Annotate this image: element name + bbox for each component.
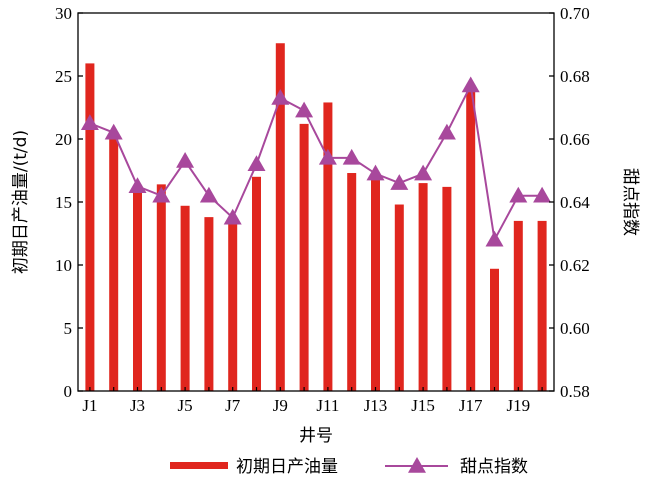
x-tick-label: J13 — [364, 396, 388, 415]
x-tick-label: J3 — [130, 396, 145, 415]
bar-J17 — [466, 88, 476, 391]
line-point-J3 — [128, 177, 147, 193]
y-left-tick-label: 5 — [64, 319, 73, 338]
sweet-spot-line — [89, 82, 543, 243]
line-point-J17 — [461, 76, 480, 93]
line-point-J19 — [509, 186, 528, 203]
x-tick-label: J15 — [411, 396, 435, 415]
bar-J19 — [513, 220, 523, 391]
y-axis-left-title: 初期日产油量/(t/d) — [11, 130, 31, 274]
line-point-J6 — [199, 186, 218, 203]
legend-line-label: 甜点指数 — [460, 457, 528, 477]
line-point-J18 — [485, 230, 504, 247]
y-axis-right-title: 甜点指数 — [620, 168, 640, 236]
line-point-J15 — [414, 164, 433, 181]
line-point-J13 — [366, 164, 385, 181]
line-point-J12 — [342, 148, 361, 165]
y-right-tick-label: 0.62 — [560, 256, 590, 275]
y-left-tick-label: 0 — [64, 382, 73, 401]
bar-J10 — [299, 123, 309, 391]
bar-J8 — [252, 176, 261, 391]
x-tick-label: J9 — [273, 396, 288, 415]
line-point-J20 — [533, 186, 552, 203]
x-tick-label: J19 — [506, 396, 530, 415]
axes: 0 5 10 15 20 25 30 0.58 0.60 0.62 0.64 0.66 0.68 0.70… — [55, 4, 590, 415]
y-right-tick-label: 0.66 — [560, 130, 590, 149]
line-point-J16 — [437, 123, 456, 140]
line-point-J2 — [104, 123, 123, 140]
bar-J12 — [347, 173, 357, 391]
bar-J6 — [204, 217, 214, 391]
y-left-tick-label: 25 — [55, 67, 72, 86]
x-tick-label: J1 — [82, 396, 97, 415]
y-right-tick-label: 0.60 — [560, 319, 590, 338]
line-point-J5 — [176, 152, 195, 168]
bar-J3 — [133, 189, 142, 391]
plot-area — [80, 43, 552, 392]
y-right-tick-label: 0.70 — [560, 4, 590, 23]
bar-J16 — [442, 186, 452, 391]
line-point-J8 — [247, 155, 266, 171]
x-tick-label: J11 — [316, 396, 339, 415]
y-left-tick-label: 30 — [55, 4, 72, 23]
x-tick-label: J17 — [459, 396, 483, 415]
line-point-J1 — [80, 114, 99, 130]
y-right-tick-label: 0.68 — [560, 67, 590, 86]
x-axis-title: 井号 — [299, 426, 333, 446]
line-point-J7 — [223, 208, 242, 225]
line-point-J11 — [318, 148, 337, 165]
bar-J15 — [418, 183, 428, 391]
line-point-J4 — [152, 186, 171, 203]
bar-J4 — [156, 184, 166, 391]
line-point-J9 — [271, 89, 290, 105]
y-left-tick-label: 15 — [55, 193, 72, 212]
legend-triangle-marker — [408, 457, 426, 473]
line-point-J10 — [295, 101, 314, 118]
line-point-J14 — [390, 174, 409, 190]
bar-J7 — [228, 223, 238, 391]
bar-J18 — [490, 268, 499, 391]
legend-bar-swatch — [170, 462, 228, 469]
bar-J5 — [180, 205, 190, 391]
x-tick-label: J5 — [178, 396, 193, 415]
y-left-tick-label: 20 — [55, 130, 72, 149]
legend-bar-label: 初期日产油量 — [236, 457, 338, 477]
bar-J1 — [85, 63, 95, 392]
bar-J14 — [394, 204, 404, 391]
bar-J11 — [323, 102, 333, 392]
plot-frame — [77, 12, 555, 392]
bar-J13 — [371, 179, 380, 391]
bar-J9 — [275, 43, 285, 392]
y-right-tick-label: 0.58 — [560, 382, 590, 401]
x-tick-label: J7 — [225, 396, 241, 415]
legend: 初期日产油量 甜点指数 — [170, 457, 528, 477]
y-left-tick-label: 10 — [55, 256, 72, 275]
y-right-tick-label: 0.64 — [560, 193, 590, 212]
bar-J2 — [109, 132, 119, 391]
bar-J20 — [537, 220, 547, 391]
